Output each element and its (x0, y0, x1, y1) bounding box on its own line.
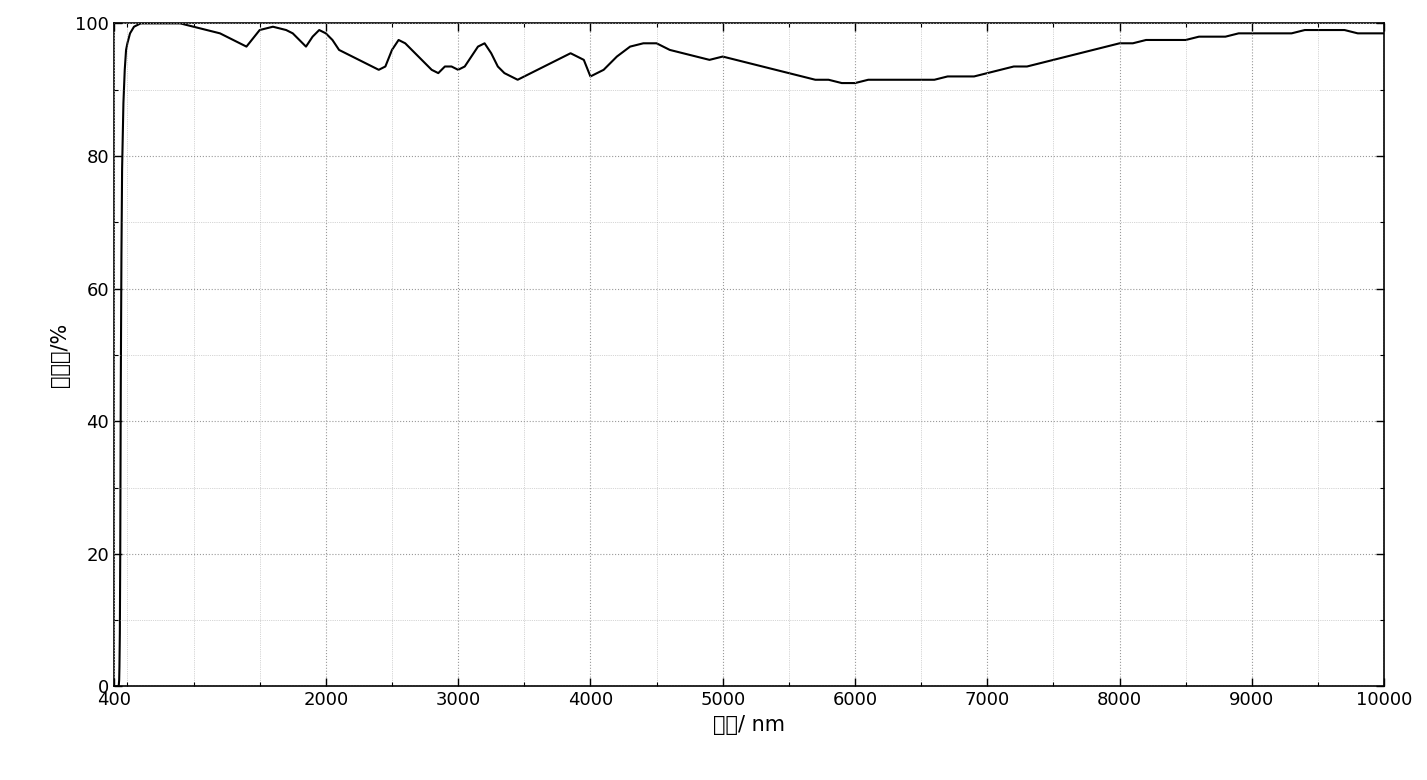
X-axis label: 波长/ nm: 波长/ nm (714, 714, 785, 735)
Y-axis label: 透过率/%: 透过率/% (50, 323, 70, 387)
